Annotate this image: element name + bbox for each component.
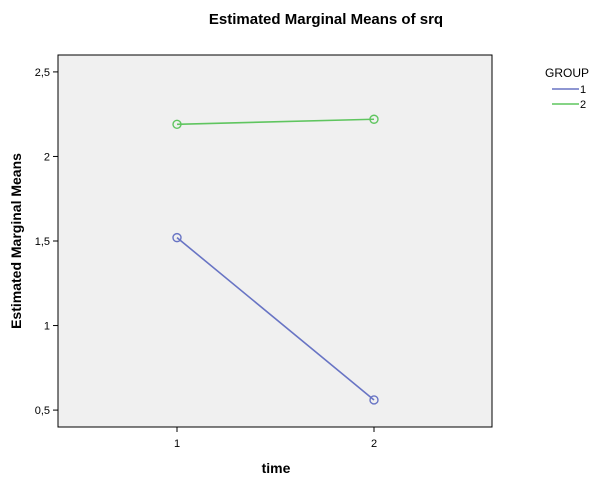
data-point-group-2-time-2 <box>369 114 379 124</box>
legend-label-2: 2 <box>580 99 586 111</box>
y-axis-label: Estimated Marginal Means <box>8 153 24 329</box>
legend-title: GROUP <box>545 66 589 80</box>
series-line-group-2 <box>176 118 375 126</box>
x-tick-label: 1 <box>174 438 180 450</box>
y-tick-label: 1 <box>44 321 50 333</box>
x-axis-label: time <box>262 460 291 476</box>
y-tick-label: 1,5 <box>35 236 50 248</box>
data-point-group-1-time-1 <box>172 232 182 243</box>
series-line-group-1 <box>176 237 375 401</box>
legend: GROUP 1 2 <box>545 66 589 111</box>
y-axis: 0,5 1 1,5 2 2,5 <box>35 67 58 417</box>
data-point-group-2-time-1 <box>172 119 182 130</box>
data-point-group-1-time-2 <box>369 395 379 405</box>
y-tick-label: 0,5 <box>35 405 50 417</box>
x-tick-label: 2 <box>371 438 377 450</box>
y-tick-label: 2,5 <box>35 67 50 79</box>
series-layer <box>172 114 379 405</box>
plot-area <box>57 54 493 428</box>
chart-title: Estimated Marginal Means of srq <box>209 11 443 28</box>
legend-label-1: 1 <box>580 84 586 96</box>
y-tick-label: 2 <box>44 151 50 163</box>
